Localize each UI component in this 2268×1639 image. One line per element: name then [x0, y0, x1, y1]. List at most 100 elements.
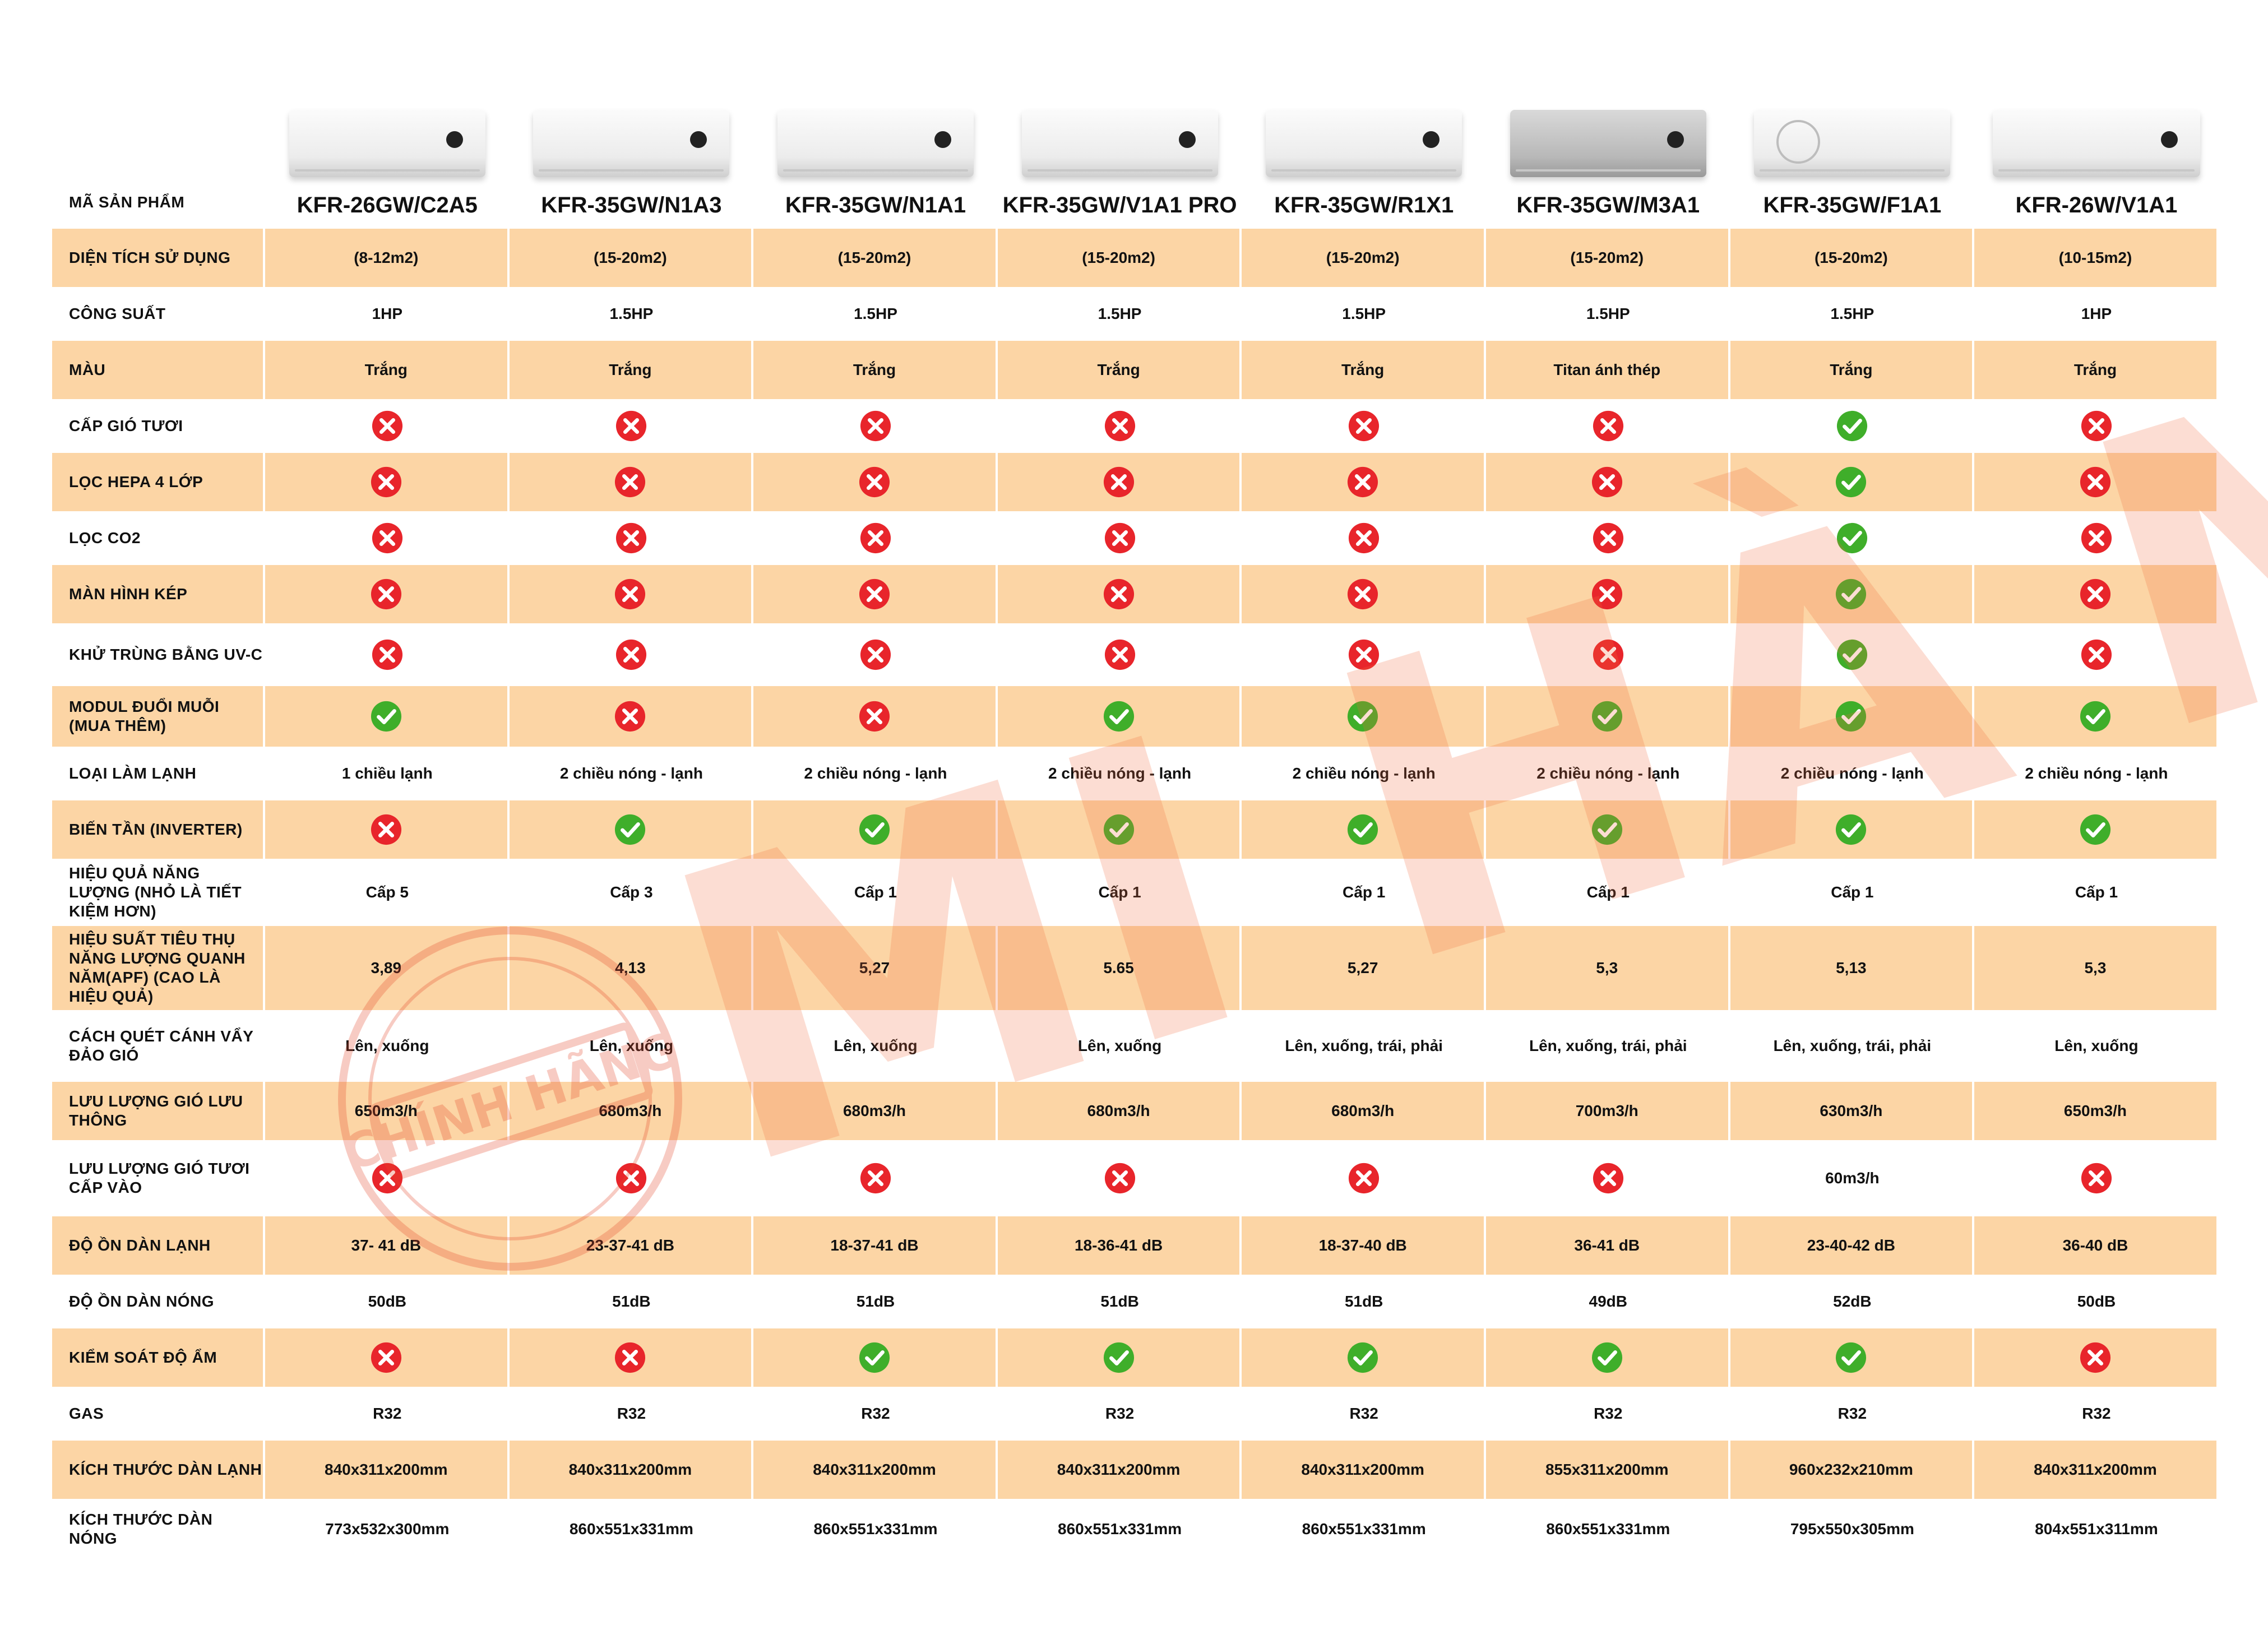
- cross-circle-icon: [1591, 466, 1622, 498]
- table-cell: 855x311x200mm: [1485, 1441, 1730, 1499]
- row-label: Hiệu suất tiêu thụ năng lượng quanh năm(…: [52, 926, 265, 1010]
- table-cell: 1.5HP: [1730, 287, 1975, 341]
- table-cell: 840x311x200mm: [265, 1441, 510, 1499]
- cell-value: Lên, xuống: [589, 1037, 674, 1054]
- cell-value: 2 chiều nóng - lạnh: [1048, 765, 1192, 782]
- table-cell: 49dB: [1486, 1275, 1730, 1328]
- table-cell: Lên, xuống: [753, 1010, 998, 1082]
- table-cell: [1242, 1140, 1486, 1216]
- cell-value: 795x550x305mm: [1790, 1520, 1914, 1538]
- table-cell: [1974, 453, 2219, 511]
- cross-circle-icon: [371, 466, 401, 498]
- table-cell: 2 chiều nóng - lạnh: [1730, 747, 1975, 800]
- check-circle-icon: [1836, 578, 1867, 610]
- cross-circle-icon: [1104, 639, 1135, 670]
- cell-value: 773x532x300mm: [325, 1520, 450, 1538]
- table-cell: 2 chiều nóng - lạnh: [510, 747, 754, 800]
- check-circle-icon: [1591, 701, 1622, 732]
- table-cell: 2 chiều nóng - lạnh: [1486, 747, 1730, 800]
- cross-circle-icon: [1104, 522, 1135, 554]
- cell-value: Cấp 1: [1586, 883, 1630, 901]
- cell-value: Trắng: [2073, 361, 2117, 378]
- row-label: Lưu lượng gió tươi cấp vào: [69, 1160, 250, 1196]
- cell-value: 5,27: [1347, 959, 1378, 976]
- cell-value: 1.5HP: [1342, 305, 1386, 322]
- cross-circle-icon: [1348, 578, 1378, 610]
- cell-value: 4,13: [615, 959, 646, 976]
- cell-value: 2 chiều nóng - lạnh: [2025, 765, 2168, 782]
- table-cell: [1485, 686, 1730, 747]
- cell-value: 5,13: [1836, 959, 1867, 976]
- cell-value: R32: [1837, 1405, 1867, 1422]
- cell-value: 860x551x331mm: [813, 1520, 938, 1538]
- cell-value: 840x311x200mm: [568, 1461, 692, 1478]
- table-cell: 1.5HP: [998, 287, 1242, 341]
- table-cell: 1HP: [265, 287, 510, 341]
- cross-circle-icon: [2080, 466, 2111, 498]
- air-conditioner-image: [1754, 110, 1951, 177]
- check-circle-icon: [2080, 701, 2111, 732]
- cell-value: Trắng: [1830, 361, 1873, 378]
- table-cell: [509, 800, 754, 859]
- cell-value: Cấp 1: [2075, 883, 2118, 901]
- row-label: Độ ồn dàn nóng: [69, 1293, 214, 1310]
- table-cell: Lên, xuống, trái, phải: [1730, 1010, 1975, 1082]
- table-cell: Trắng: [265, 341, 510, 399]
- table-cell: 23-40-42 dB: [1730, 1216, 1975, 1275]
- table-cell: Trắng: [1242, 341, 1486, 399]
- cross-circle-icon: [860, 410, 891, 442]
- cell-value: Trắng: [1097, 361, 1140, 378]
- cell-value: 60m3/h: [1825, 1169, 1880, 1187]
- cross-circle-icon: [372, 1163, 402, 1194]
- table-cell: [753, 511, 998, 565]
- table-cell: 1.5HP: [1242, 287, 1486, 341]
- cell-value: 960x232x210mm: [1789, 1461, 1913, 1478]
- cell-value: 1HP: [372, 305, 403, 322]
- table-cell: Trắng: [1974, 341, 2219, 399]
- cross-circle-icon: [1349, 1163, 1380, 1194]
- check-circle-icon: [1836, 1342, 1867, 1373]
- cell-value: Cấp 1: [1831, 883, 1874, 901]
- table-cell: (15-20m2): [753, 229, 998, 287]
- table-cell: 860x551x331mm: [510, 1499, 754, 1559]
- table-cell: [265, 686, 510, 747]
- table-cell: 5,3: [1974, 926, 2219, 1010]
- row-label: Biến tần (Inverter): [52, 800, 265, 859]
- cell-value: Lên, xuống: [2054, 1037, 2139, 1054]
- table-cell: Lên, xuống: [265, 1010, 510, 1082]
- air-conditioner-image: [533, 110, 730, 177]
- table-cell: R32: [1486, 1387, 1730, 1441]
- table-cell: Lên, xuống: [998, 1010, 1242, 1082]
- cell-value: 1HP: [2081, 305, 2112, 322]
- table-cell: 650m3/h: [265, 1082, 510, 1140]
- table-cell: Cấp 1: [1242, 859, 1486, 926]
- cross-circle-icon: [371, 1342, 401, 1373]
- cross-circle-icon: [1593, 410, 1623, 442]
- cell-value: Titan ánh thép: [1553, 361, 1661, 378]
- row-label: Kích thước dàn nóng: [69, 1511, 213, 1547]
- table-cell: 650m3/h: [1974, 1082, 2219, 1140]
- cell-value: 52dB: [1833, 1293, 1872, 1310]
- table-cell: 23-37-41 dB: [509, 1216, 754, 1275]
- table-cell: [1242, 565, 1486, 623]
- table-cell: [997, 565, 1242, 623]
- table-cell: 5,27: [753, 926, 998, 1010]
- table-cell: [997, 686, 1242, 747]
- table-cell: [753, 623, 998, 686]
- table-cell: 840x311x200mm: [753, 1441, 998, 1499]
- cross-circle-icon: [371, 814, 401, 845]
- table-cell: [1486, 511, 1730, 565]
- cell-value: R32: [2082, 1405, 2111, 1422]
- table-cell: 860x551x331mm: [1486, 1499, 1730, 1559]
- cross-circle-icon: [616, 639, 647, 670]
- table-cell: [1974, 623, 2219, 686]
- air-conditioner-image: [1510, 110, 1706, 177]
- table-cell: 700m3/h: [1485, 1082, 1730, 1140]
- air-conditioner-image: [777, 110, 974, 177]
- cell-value: 5,27: [859, 959, 890, 976]
- cell-value: 1.5HP: [1586, 305, 1630, 322]
- check-circle-icon: [2080, 814, 2111, 845]
- cell-value: 18-37-41 dB: [830, 1237, 919, 1254]
- table-cell: (10-15m2): [1974, 229, 2219, 287]
- table-cell: Trắng: [997, 341, 1242, 399]
